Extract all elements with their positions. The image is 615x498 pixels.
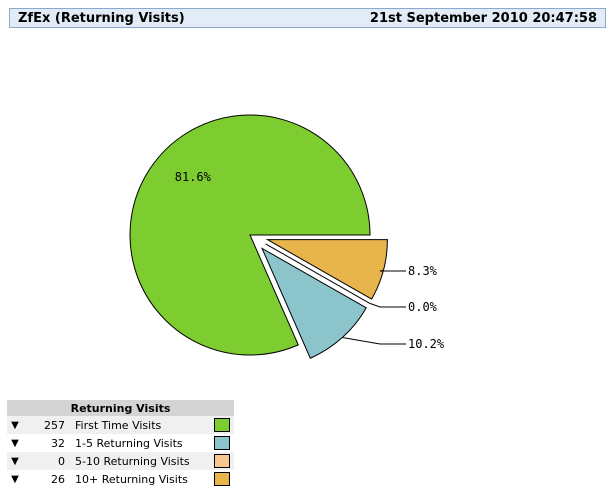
legend-count: 257: [23, 416, 75, 434]
legend-label: 10+ Returning Visits: [75, 470, 210, 488]
legend-label: 1-5 Returning Visits: [75, 434, 210, 452]
legend-count: 32: [23, 434, 75, 452]
chart-header: ZfEx (Returning Visits) 21st September 2…: [9, 8, 606, 28]
pie-slice-label: 0.0%: [408, 300, 438, 314]
pie-slice-label: 8.3%: [408, 264, 438, 278]
pie-labels: 81.6% 10.2% 0.0% 8.3%: [175, 170, 445, 351]
legend-count: 0: [23, 452, 75, 470]
pie-slice-1-5-returning: [260, 247, 367, 359]
sort-arrow-icon[interactable]: ▼: [7, 470, 23, 488]
pie-leader-line: [379, 269, 406, 272]
pie-slice-first-time: [129, 114, 371, 356]
pie-leader-line: [369, 302, 406, 308]
legend-label: First Time Visits: [75, 416, 210, 434]
pie-chart: 81.6% 10.2% 0.0% 8.3%: [129, 114, 445, 359]
chart-timestamp: 21st September 2010 20:47:58: [369, 11, 597, 26]
legend-swatch: [214, 472, 230, 486]
legend-row-5-10-returning: ▼ 0 5-10 Returning Visits: [7, 452, 234, 470]
pie-leader-lines: [342, 269, 406, 345]
sort-arrow-icon[interactable]: ▼: [7, 452, 23, 470]
legend-swatch: [214, 454, 230, 468]
legend-swatch: [214, 418, 230, 432]
legend-heading: Returning Visits: [7, 400, 234, 416]
chart-title: ZfEx (Returning Visits): [18, 11, 185, 26]
pie-leader-line: [342, 337, 406, 345]
pie-slice-label: 81.6%: [175, 170, 212, 184]
legend-row-1-5-returning: ▼ 32 1-5 Returning Visits: [7, 434, 234, 452]
pie-slices: [129, 114, 388, 359]
legend-row-first-time: ▼ 257 First Time Visits: [7, 416, 234, 434]
legend-table: Returning Visits ▼ 257 First Time Visits…: [7, 400, 234, 488]
legend-row-10-plus-returning: ▼ 26 10+ Returning Visits: [7, 470, 234, 488]
sort-arrow-icon[interactable]: ▼: [7, 434, 23, 452]
legend-swatch: [214, 436, 230, 450]
pie-slice-label: 10.2%: [408, 337, 445, 351]
sort-arrow-icon[interactable]: ▼: [7, 416, 23, 434]
pie-slice-5-10-returning: [265, 243, 371, 304]
legend-count: 26: [23, 470, 75, 488]
legend-label: 5-10 Returning Visits: [75, 452, 210, 470]
